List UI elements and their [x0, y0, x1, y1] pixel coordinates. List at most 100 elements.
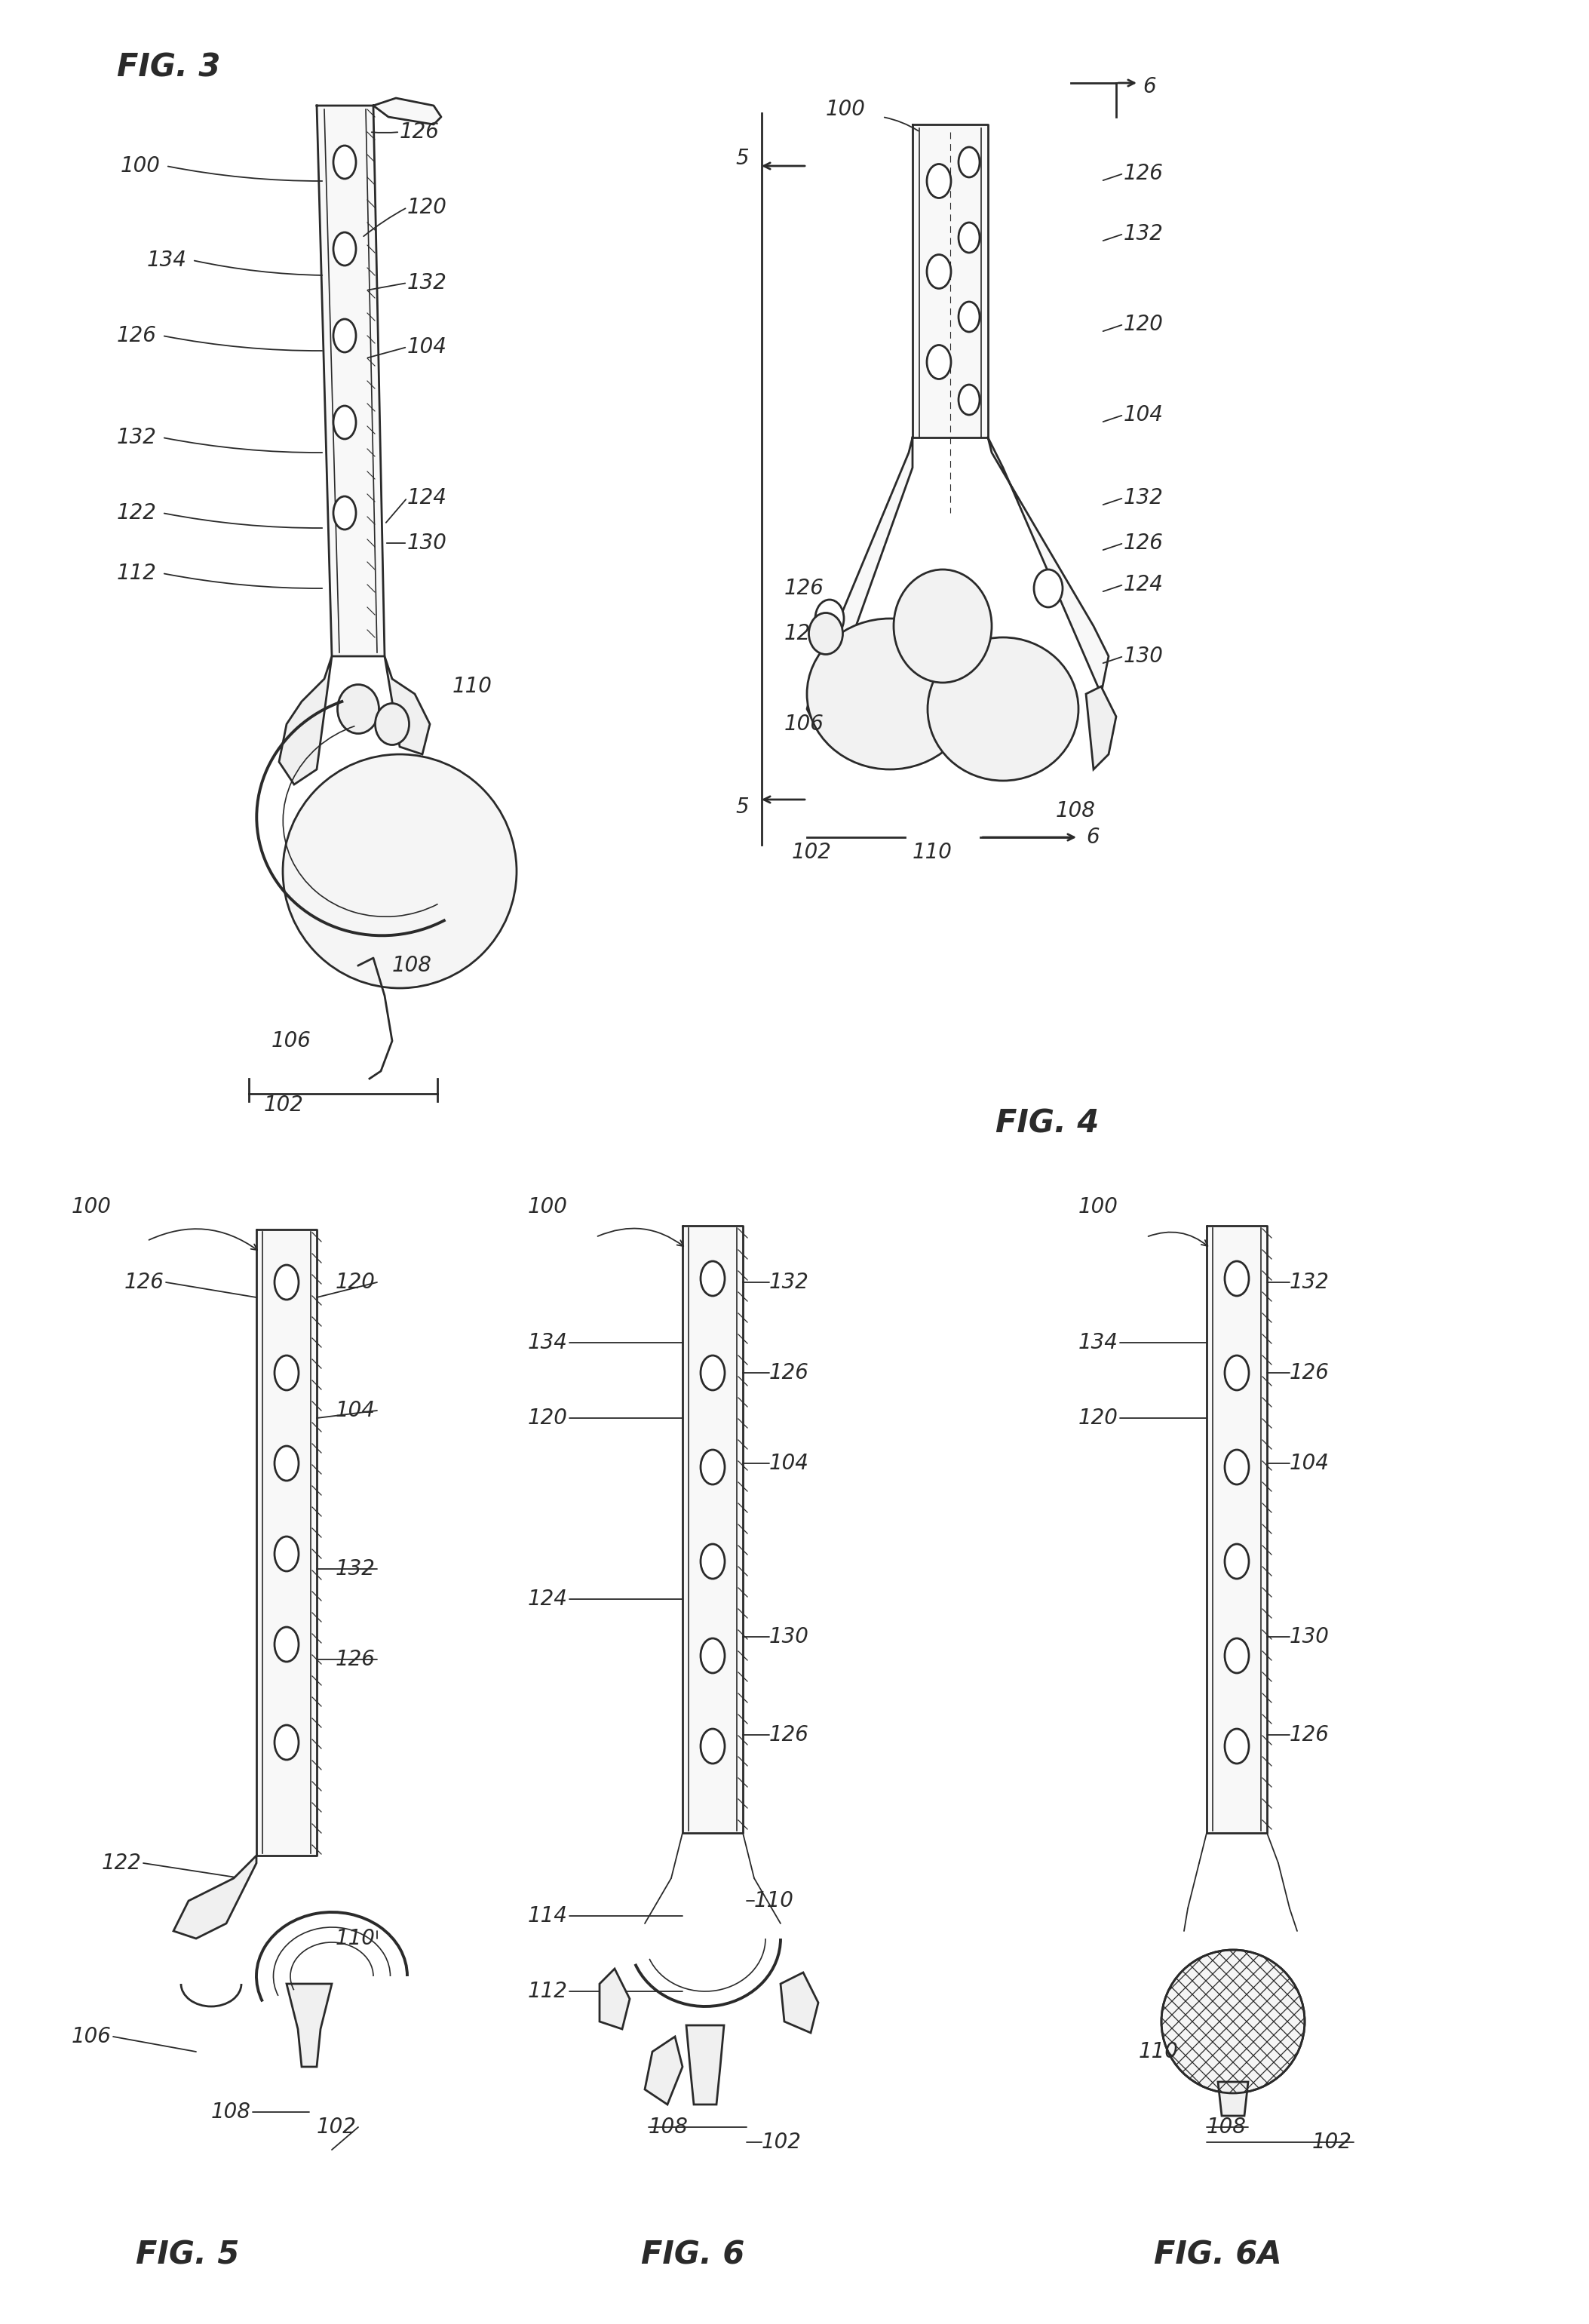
- Text: 124: 124: [1123, 574, 1163, 595]
- Text: 110: 110: [755, 1889, 795, 1910]
- Polygon shape: [1217, 2082, 1247, 2115]
- Text: 112: 112: [118, 562, 157, 583]
- Ellipse shape: [375, 704, 408, 746]
- Text: 126: 126: [400, 121, 440, 142]
- Ellipse shape: [1225, 1543, 1249, 1578]
- Circle shape: [1162, 1950, 1305, 2094]
- Text: 100: 100: [528, 1197, 567, 1218]
- Text: 126: 126: [124, 1271, 164, 1292]
- Text: FIG. 6A: FIG. 6A: [1154, 2240, 1282, 2271]
- Text: FIG. 6: FIG. 6: [640, 2240, 745, 2271]
- Ellipse shape: [1034, 569, 1063, 607]
- Text: 104: 104: [769, 1452, 809, 1473]
- Ellipse shape: [1225, 1729, 1249, 1764]
- Text: 130: 130: [1123, 646, 1163, 667]
- Ellipse shape: [701, 1262, 725, 1297]
- Ellipse shape: [958, 302, 980, 332]
- Text: 130: 130: [1290, 1627, 1330, 1648]
- Ellipse shape: [334, 318, 356, 353]
- Polygon shape: [280, 655, 332, 786]
- Text: 122: 122: [118, 502, 157, 523]
- Text: 126: 126: [118, 325, 157, 346]
- Ellipse shape: [926, 165, 950, 198]
- Ellipse shape: [958, 386, 980, 416]
- Text: 132: 132: [407, 272, 447, 293]
- Text: 132: 132: [1123, 223, 1163, 244]
- Text: 6: 6: [1085, 827, 1100, 848]
- Text: 126: 126: [769, 1362, 809, 1383]
- Ellipse shape: [701, 1450, 725, 1485]
- Text: 106: 106: [785, 713, 825, 734]
- Ellipse shape: [701, 1543, 725, 1578]
- Text: 106: 106: [272, 1030, 311, 1050]
- Ellipse shape: [334, 232, 356, 265]
- Text: 124: 124: [528, 1590, 567, 1611]
- Ellipse shape: [275, 1264, 299, 1299]
- Text: 120: 120: [1079, 1408, 1119, 1429]
- Text: 108: 108: [211, 2101, 251, 2122]
- Text: 112: 112: [528, 1980, 567, 2001]
- Text: FIG. 5: FIG. 5: [135, 2240, 240, 2271]
- Polygon shape: [686, 2024, 725, 2106]
- Text: 130: 130: [407, 532, 447, 553]
- Text: 100: 100: [1079, 1197, 1119, 1218]
- Text: 102: 102: [791, 841, 831, 862]
- Text: 126: 126: [1290, 1724, 1330, 1745]
- Polygon shape: [780, 1973, 818, 2034]
- Ellipse shape: [815, 600, 844, 637]
- Text: 104: 104: [1290, 1452, 1330, 1473]
- Ellipse shape: [701, 1729, 725, 1764]
- Text: 110: 110: [335, 1929, 375, 1950]
- Text: 132: 132: [1290, 1271, 1330, 1292]
- Ellipse shape: [958, 146, 980, 177]
- Text: 102: 102: [264, 1095, 303, 1116]
- Text: 100: 100: [72, 1197, 111, 1218]
- Polygon shape: [912, 125, 988, 437]
- Text: FIG. 4: FIG. 4: [995, 1109, 1100, 1139]
- Polygon shape: [286, 1985, 332, 2066]
- Text: 126: 126: [335, 1650, 375, 1671]
- Text: 132: 132: [1123, 488, 1163, 509]
- Text: 120: 120: [528, 1408, 567, 1429]
- Ellipse shape: [926, 344, 950, 379]
- Text: 106: 106: [72, 2027, 111, 2047]
- Text: 126: 126: [785, 579, 825, 600]
- Polygon shape: [645, 2036, 683, 2106]
- Text: 108: 108: [1206, 2117, 1246, 2138]
- Text: 108: 108: [648, 2117, 688, 2138]
- Text: 114: 114: [528, 1906, 567, 1927]
- Ellipse shape: [1225, 1355, 1249, 1390]
- Text: 104: 104: [335, 1399, 375, 1420]
- Text: 5: 5: [736, 797, 748, 818]
- Text: 126: 126: [1290, 1362, 1330, 1383]
- Ellipse shape: [275, 1724, 299, 1759]
- Text: 126: 126: [1123, 163, 1163, 184]
- Text: FIG. 3: FIG. 3: [118, 51, 221, 84]
- Text: 134: 134: [148, 249, 188, 272]
- Text: 126: 126: [769, 1724, 809, 1745]
- Ellipse shape: [334, 497, 356, 530]
- Text: 110: 110: [912, 841, 952, 862]
- Text: 124: 124: [407, 488, 447, 509]
- Polygon shape: [256, 1229, 316, 1855]
- Text: 102: 102: [316, 2117, 356, 2138]
- Polygon shape: [316, 105, 385, 655]
- Text: 134: 134: [528, 1332, 567, 1353]
- Text: 100: 100: [121, 156, 160, 177]
- Polygon shape: [599, 1968, 629, 2029]
- Ellipse shape: [275, 1355, 299, 1390]
- Ellipse shape: [809, 614, 842, 655]
- Text: 120: 120: [407, 198, 447, 218]
- Ellipse shape: [334, 407, 356, 439]
- Ellipse shape: [893, 569, 992, 683]
- Polygon shape: [173, 1855, 256, 1938]
- Text: 132: 132: [118, 428, 157, 449]
- Polygon shape: [1206, 1225, 1266, 1834]
- Text: 132: 132: [769, 1271, 809, 1292]
- Ellipse shape: [807, 618, 972, 769]
- Text: 100: 100: [826, 100, 866, 121]
- Ellipse shape: [926, 256, 950, 288]
- Text: 110: 110: [1139, 2040, 1179, 2061]
- Ellipse shape: [275, 1446, 299, 1480]
- Ellipse shape: [1225, 1450, 1249, 1485]
